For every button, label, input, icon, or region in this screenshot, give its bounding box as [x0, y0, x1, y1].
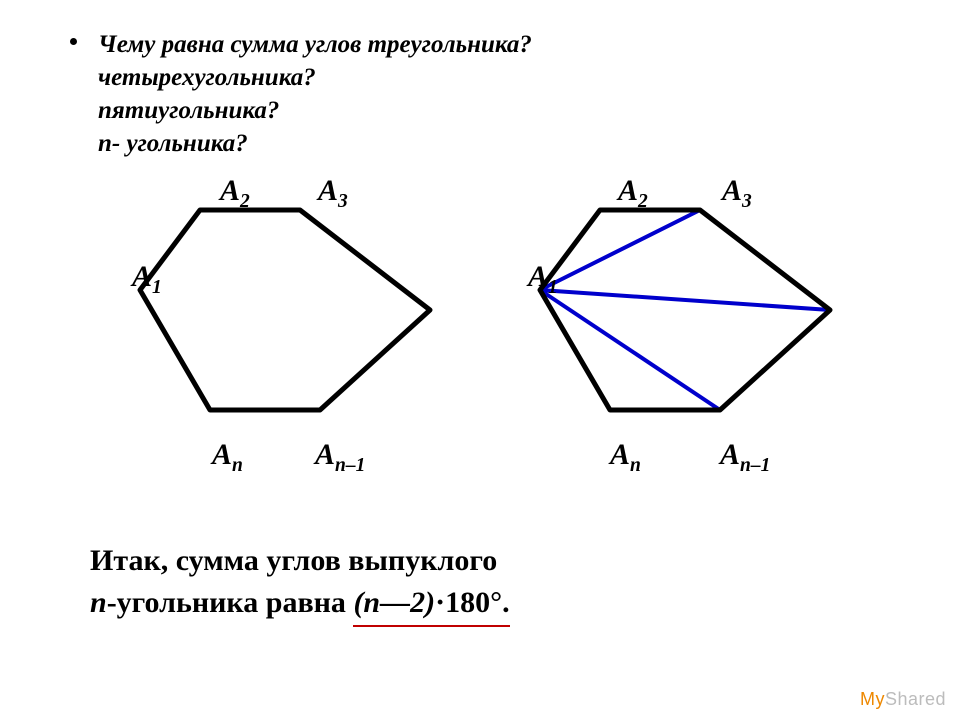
conclusion-n: n [90, 586, 107, 619]
question-line-4: n- угольника? [98, 127, 532, 160]
label-right-an: An [610, 438, 641, 477]
label-right-an1: An–1 [720, 438, 770, 477]
label-left-an: An [212, 438, 243, 477]
figures-container: A1 A2 A3 An An–1 A1 A2 A3 An An–1 [90, 180, 890, 510]
question-text: Чему равна сумма углов треугольника? чет… [98, 28, 532, 160]
conclusion-mid: -угольника равна [107, 586, 354, 619]
watermark-shared: Shared [885, 689, 946, 709]
question-line-1: Чему равна сумма углов треугольника? [98, 28, 532, 61]
conclusion-formula: (n—2)·180°. [353, 582, 509, 627]
watermark-my: My [860, 689, 885, 709]
label-left-an1: An–1 [315, 438, 365, 477]
question-block: Чему равна сумма углов треугольника? чет… [70, 28, 532, 160]
label-right-a1: A1 [528, 260, 558, 299]
question-line-3: пятиугольника? [98, 94, 532, 127]
label-left-a3: A3 [318, 174, 348, 213]
hexagons-svg [90, 180, 890, 480]
conclusion-pre: Итак, сумма углов выпуклого [90, 544, 497, 577]
watermark: MyShared [860, 689, 946, 710]
label-left-a2: A2 [220, 174, 250, 213]
label-left-a1: A1 [132, 260, 162, 299]
formula-italic: (n—2) [353, 586, 435, 619]
conclusion-text: Итак, сумма углов выпуклого n-угольника … [90, 540, 890, 627]
bullet-icon [70, 38, 77, 45]
formula-rest: ·180°. [435, 586, 510, 619]
label-right-a2: A2 [618, 174, 648, 213]
question-line-2: четырехугольника? [98, 61, 532, 94]
label-right-a3: A3 [722, 174, 752, 213]
